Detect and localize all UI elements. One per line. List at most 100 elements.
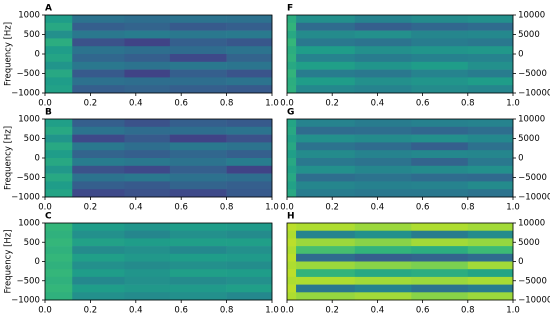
spectrogram-cell	[124, 54, 171, 63]
spectrogram-cell	[411, 230, 469, 239]
spectrogram-cell	[467, 142, 514, 151]
spectrogram-cell	[354, 173, 412, 182]
spectrogram-cell	[287, 253, 297, 262]
y-axis-label: Frequency [Hz]	[4, 126, 14, 190]
y-tick-label: 5000	[518, 30, 540, 40]
y-tick-label: 0	[34, 50, 39, 60]
spectrogram-cell	[226, 126, 273, 135]
spectrogram-cell	[169, 261, 227, 270]
spectrogram-cell	[45, 69, 73, 78]
spectrogram-cell	[226, 134, 273, 143]
spectrogram-cell	[296, 189, 356, 198]
spectrogram-cell	[296, 223, 356, 231]
spectrogram-cell	[296, 292, 356, 301]
spectrogram-cell	[354, 276, 412, 285]
x-tick-label: 0.6	[174, 203, 188, 213]
x-tick-label: 0.2	[325, 306, 339, 316]
spectrogram-cell	[124, 189, 171, 198]
spectrogram-cell	[45, 30, 73, 39]
x-tick-label: 0.8	[461, 306, 475, 316]
spectrogram-cell	[226, 269, 273, 278]
x-tick-label: 0.4	[371, 99, 385, 109]
spectrogram-cell	[72, 284, 125, 293]
spectrogram-cell	[124, 142, 171, 151]
y-tick-label: −1000	[11, 193, 40, 203]
spectrogram-cell	[45, 292, 73, 301]
x-tick-label: 0.2	[325, 99, 339, 109]
spectrogram-cell	[411, 246, 469, 255]
spectrogram-cell	[124, 69, 171, 78]
spectrogram-cell	[296, 150, 356, 159]
x-tick-label: 1.0	[265, 203, 279, 213]
spectrogram-cell	[287, 230, 297, 239]
spectrogram-cell	[45, 223, 73, 231]
spectrogram-cell	[296, 230, 356, 239]
spectrogram-cell	[296, 38, 356, 47]
spectrogram-cell	[226, 165, 273, 174]
spectrogram-cell	[354, 134, 412, 143]
spectrogram-cell	[287, 38, 297, 47]
spectrogram-cell	[296, 119, 356, 128]
spectrogram-cell	[411, 276, 469, 285]
spectrogram-cell	[467, 223, 514, 231]
y-tick-label: −10000	[518, 296, 550, 306]
spectrogram-cell	[226, 150, 273, 159]
y-tick-label: −500	[17, 69, 40, 79]
spectrogram-cell	[226, 189, 273, 198]
spectrogram-cell	[169, 69, 227, 78]
spectrogram-cell	[411, 150, 469, 159]
spectrogram-cell	[411, 181, 469, 190]
y-tick-label: −500	[17, 276, 40, 286]
spectrogram-cell	[169, 158, 227, 167]
y-tick-label: 5000	[518, 238, 540, 248]
spectrogram-cell	[169, 22, 227, 31]
y-tick-label: −10000	[518, 89, 550, 99]
spectrogram-cell	[411, 284, 469, 293]
spectrogram-cell	[411, 253, 469, 262]
spectrogram-cell	[287, 261, 297, 270]
panel-letter: H	[287, 212, 295, 222]
spectrogram-cell	[467, 119, 514, 128]
spectrogram-cell	[287, 158, 297, 167]
spectrogram-cell	[296, 61, 356, 70]
spectrogram-cell	[72, 223, 125, 231]
x-tick-label: 0.8	[461, 99, 475, 109]
spectrogram-cell	[296, 69, 356, 78]
spectrogram-cell	[411, 261, 469, 270]
spectrogram-cell	[411, 158, 469, 167]
spectrogram-cell	[467, 61, 514, 70]
spectrogram-cell	[226, 142, 273, 151]
spectrogram-cell	[226, 292, 273, 301]
spectrogram-cell	[411, 22, 469, 31]
spectrogram-cell	[226, 54, 273, 63]
x-tick-label: 0.8	[220, 203, 234, 213]
spectrogram-cell	[169, 77, 227, 86]
spectrogram-cell	[45, 77, 73, 86]
spectrogram-cell	[169, 284, 227, 293]
spectrogram-cell	[45, 54, 73, 63]
spectrogram-cell	[296, 253, 356, 262]
x-tick-label: 1.0	[506, 99, 520, 109]
spectrogram-cell	[287, 292, 297, 301]
spectrogram-cell	[411, 15, 469, 24]
spectrogram-cell	[226, 22, 273, 31]
spectrogram-cell	[467, 173, 514, 182]
spectrogram-cell	[354, 77, 412, 86]
spectrogram-cell	[296, 134, 356, 143]
y-tick-label: 1000	[18, 115, 40, 125]
spectrogram-cell	[354, 61, 412, 70]
spectrogram-cell	[226, 85, 273, 94]
x-tick-label: 0.0	[38, 306, 52, 316]
y-tick-label: 10000	[518, 115, 545, 125]
spectrogram-cell	[467, 230, 514, 239]
spectrogram-cell	[467, 253, 514, 262]
spectrogram-cell	[124, 261, 171, 270]
spectrogram-cell	[226, 69, 273, 78]
spectrogram-cell	[226, 246, 273, 255]
spectrogram-cell	[226, 119, 273, 128]
spectrogram-cell	[72, 246, 125, 255]
x-tick-label: 0.8	[220, 99, 234, 109]
spectrogram-cell	[354, 246, 412, 255]
spectrogram-cell	[296, 54, 356, 63]
spectrogram-cell	[72, 276, 125, 285]
